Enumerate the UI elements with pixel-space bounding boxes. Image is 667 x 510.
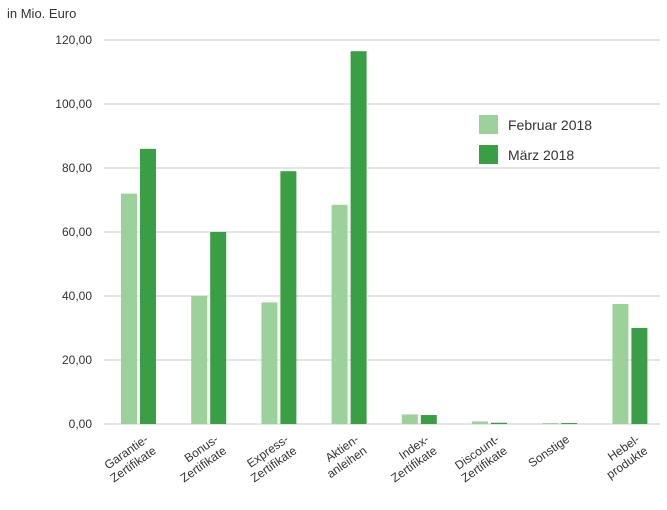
legend-swatch-maerz xyxy=(479,145,498,164)
bar-februar xyxy=(612,304,629,424)
bar-maerz xyxy=(210,232,227,424)
bar-maerz xyxy=(631,328,648,424)
legend-label-maerz: März 2018 xyxy=(508,146,575,163)
bar-februar xyxy=(542,423,559,424)
x-category-label-line: Sonstige xyxy=(526,432,573,470)
bar-februar xyxy=(401,414,418,424)
legend-swatch-februar xyxy=(479,115,498,134)
bar-maerz xyxy=(491,422,507,424)
bar-maerz xyxy=(280,171,297,424)
y-tick-label: 20,00 xyxy=(62,353,92,367)
bar-februar xyxy=(331,204,348,424)
y-tick-label: 120,00 xyxy=(55,33,92,47)
x-axis-category-labels: Garantie-Zertifikate Bonus-Zertifikate Exp… xyxy=(100,432,651,485)
x-category-label: Discount-Zertifikate xyxy=(451,432,510,485)
bars xyxy=(121,51,648,425)
y-tick-label: 0,00 xyxy=(69,417,93,431)
legend: Februar 2018 März 2018 xyxy=(479,114,592,174)
bar-maerz xyxy=(140,148,156,425)
bar-februar xyxy=(261,302,278,424)
y-tick-label: 100,00 xyxy=(55,97,92,111)
y-tick-label: 60,00 xyxy=(62,225,92,239)
x-category-label: Aktien-anleihen xyxy=(316,432,369,481)
bar-februar xyxy=(121,193,137,424)
gridlines xyxy=(104,39,660,425)
y-tick-label: 40,00 xyxy=(62,289,92,303)
x-category-label: Sonstige xyxy=(526,432,573,470)
x-category-label: Hebel-produkte xyxy=(596,432,651,482)
legend-item-maerz: März 2018 xyxy=(479,144,592,165)
bar-maerz xyxy=(350,51,367,424)
y-tick-label: 80,00 xyxy=(62,161,92,175)
legend-label-februar: Februar 2018 xyxy=(508,116,593,133)
bar-maerz xyxy=(420,415,437,424)
bar-maerz xyxy=(561,423,578,424)
y-axis-ticks: 0,00 20,00 40,00 60,00 80,00 100,00 120,00 xyxy=(55,33,92,431)
bar-februar xyxy=(472,421,488,424)
x-category-label: Express-Zertifikate xyxy=(240,432,299,485)
bar-februar xyxy=(191,296,208,424)
x-category-label: Garantie-Zertifikate xyxy=(100,432,159,485)
x-category-label: Index-Zertifikate xyxy=(380,432,439,485)
y-axis-unit-label: in Mio. Euro xyxy=(7,6,77,21)
x-category-label: Bonus-Zertifikate xyxy=(170,432,229,485)
legend-item-februar: Februar 2018 xyxy=(479,114,592,135)
